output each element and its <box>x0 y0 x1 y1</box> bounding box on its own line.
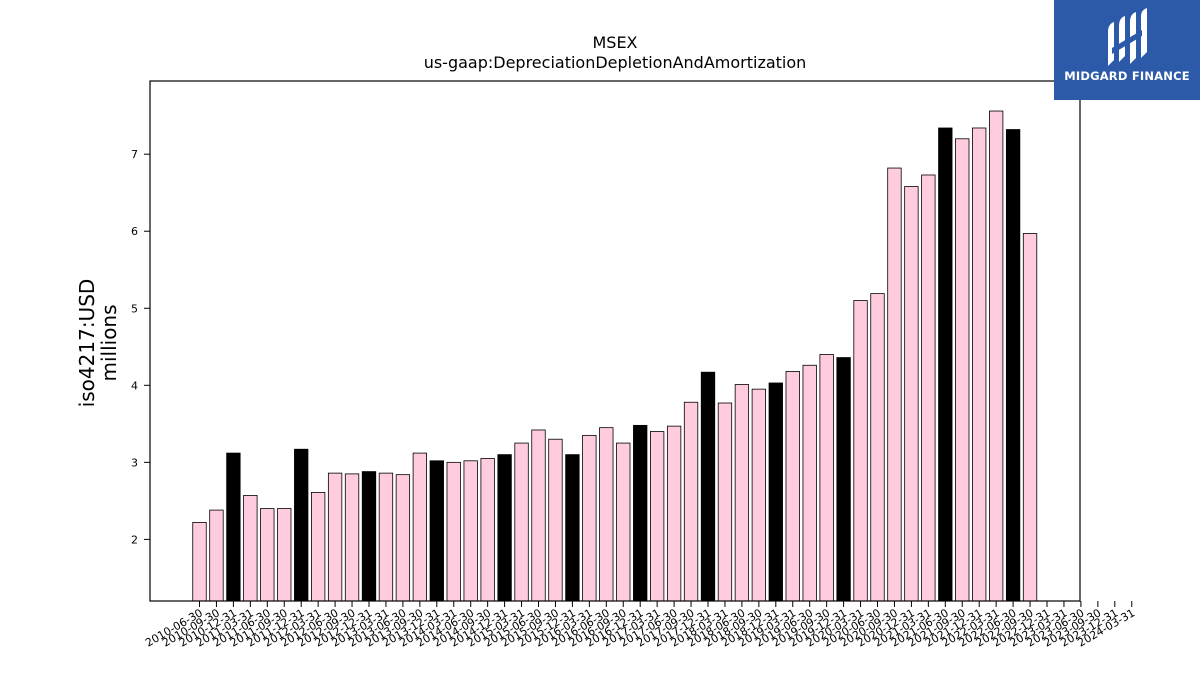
bar-2021-03-31 <box>921 174 936 602</box>
bar-2017-09-30 <box>683 401 699 602</box>
bar-2021-12-31 <box>972 127 987 602</box>
bar-2021-09-30 <box>955 138 970 602</box>
bar-2016-03-31 <box>582 434 597 602</box>
bar-2014-03-31 <box>446 461 461 602</box>
bar-2018-09-30 <box>751 388 766 602</box>
logo-text: MIDGARD FINANCE <box>1064 69 1190 83</box>
y-tick-label: 6 <box>131 225 138 238</box>
y-axis-label: iso4217:USD millions <box>75 279 121 408</box>
bar-2022-06-30 <box>1005 129 1021 602</box>
bar-2019-09-30 <box>819 354 834 602</box>
bar-2011-12-31 <box>294 448 309 602</box>
bar-2016-12-31 <box>633 424 648 602</box>
plot-frame <box>149 80 1081 602</box>
bar-2016-09-30 <box>616 442 631 602</box>
y-ticks-group: 2 3 4 5 6 7 <box>131 148 150 546</box>
bar-2022-03-31 <box>989 110 1004 602</box>
y-axis-label-unit: iso4217:USD <box>75 279 99 408</box>
y-tick-label: 5 <box>131 302 138 315</box>
bar-2014-09-30 <box>480 458 495 602</box>
bar-2016-06-30 <box>599 427 614 602</box>
y-tick-label: 7 <box>131 148 138 161</box>
bar-2018-03-31 <box>717 402 733 602</box>
bar-2020-09-30 <box>887 167 902 602</box>
bar-2015-06-30 <box>531 429 546 602</box>
y-tick-label: 3 <box>131 456 138 469</box>
bar-2019-06-30 <box>802 364 817 602</box>
bar-2019-12-31 <box>836 357 851 602</box>
bar-2015-09-30 <box>548 438 563 602</box>
bar-2011-09-30 <box>277 508 292 602</box>
bar-2011-06-30 <box>260 508 275 602</box>
bar-2012-06-30 <box>327 472 343 602</box>
bar-2010-12-31 <box>226 452 241 602</box>
bar-2017-03-31 <box>650 431 665 602</box>
bar-2020-12-31 <box>904 186 919 602</box>
y-tick-label: 4 <box>131 379 138 392</box>
bar-2013-06-30 <box>395 474 411 602</box>
bar-2017-12-31 <box>700 371 716 602</box>
chart-subtitle: us-gaap:DepreciationDepletionAndAmortiza… <box>424 53 807 72</box>
bar-2013-09-30 <box>412 452 428 602</box>
bar-2017-06-30 <box>666 425 682 602</box>
bar-2014-12-31 <box>497 454 512 602</box>
bar-2018-12-31 <box>768 382 783 602</box>
bar-2022-09-30 <box>1022 233 1038 602</box>
bar-2012-03-31 <box>310 491 326 602</box>
bar-2012-12-31 <box>361 471 377 602</box>
bar-2010-09-30 <box>209 509 224 602</box>
x-ticks-group: 2010-06-302010-09-302010-12-312011-03-31… <box>143 601 1137 650</box>
bar-2011-03-31 <box>243 495 258 602</box>
bar-2020-03-31 <box>853 300 868 602</box>
bar-2013-03-31 <box>378 472 394 602</box>
chart-title: MSEX <box>592 33 637 52</box>
bar-2012-09-30 <box>344 473 360 602</box>
logo-mark-icon <box>1108 8 1147 66</box>
bars-group <box>192 110 1038 602</box>
y-axis-label-scale: millions <box>97 304 121 381</box>
bar-2013-12-31 <box>429 460 444 602</box>
bar-2019-03-31 <box>785 371 800 602</box>
bar-2018-06-30 <box>734 384 750 602</box>
bar-2021-06-30 <box>938 127 953 602</box>
bar-2014-06-30 <box>463 460 478 602</box>
y-tick-label: 2 <box>131 533 138 546</box>
bar-2020-06-30 <box>870 293 885 602</box>
bar-2015-03-31 <box>514 442 529 602</box>
brand-logo: MIDGARD FINANCE <box>1054 0 1200 100</box>
bar-2015-12-31 <box>565 454 580 602</box>
bar-2010-06-30 <box>192 522 207 602</box>
